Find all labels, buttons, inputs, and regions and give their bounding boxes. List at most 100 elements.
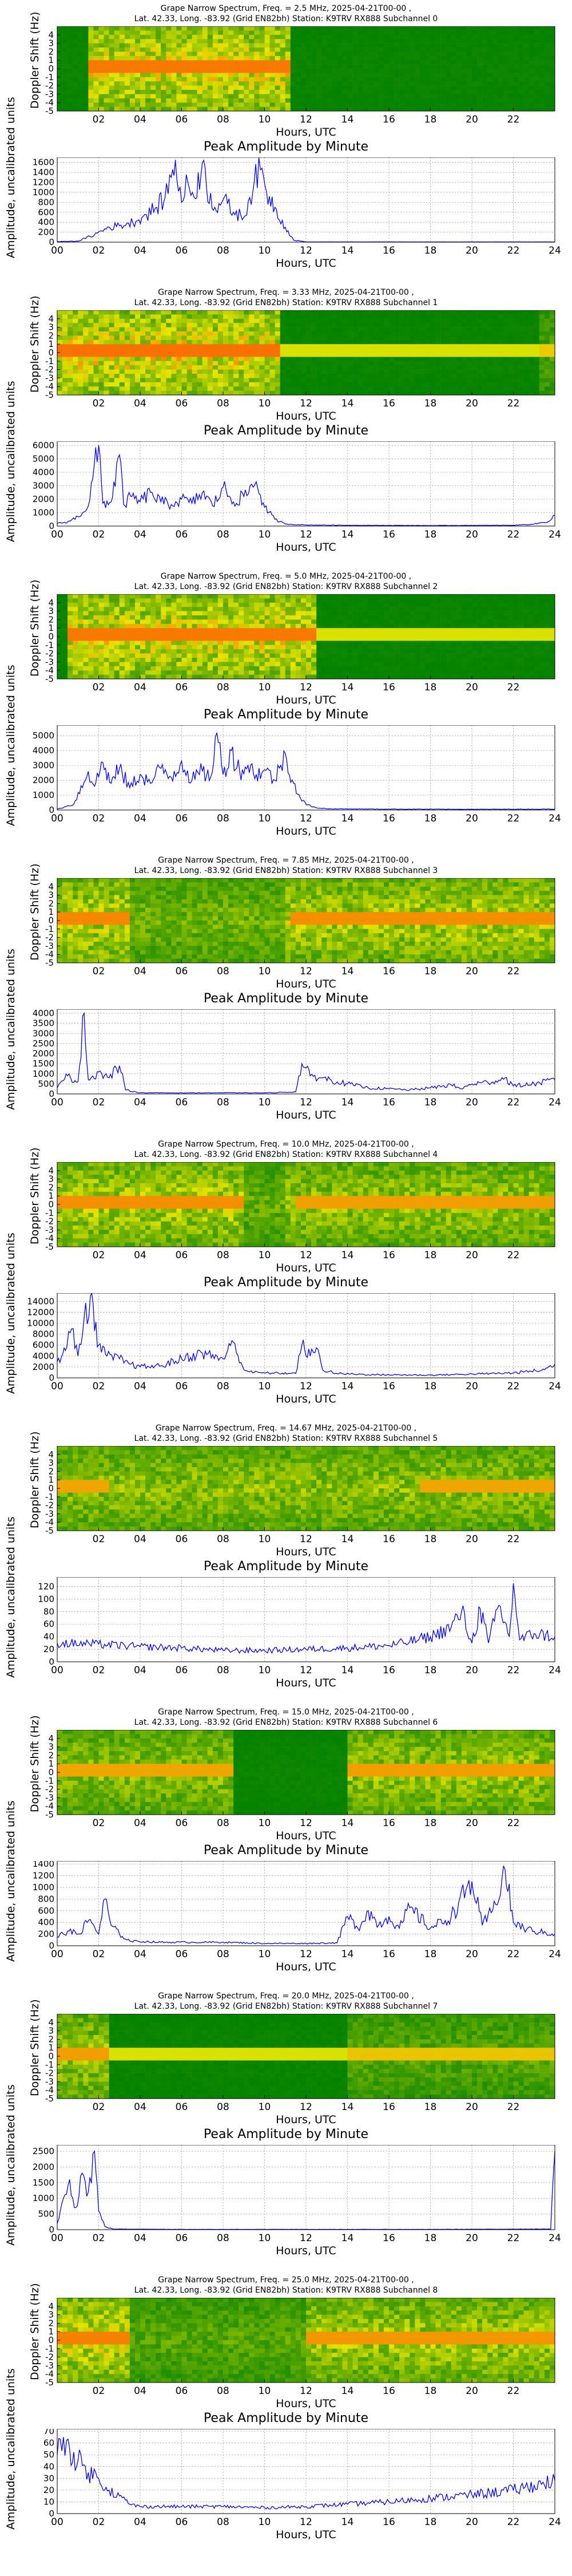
heatmap-cell — [544, 386, 550, 391]
heatmap-cell — [269, 60, 275, 65]
heatmap-cell — [285, 594, 291, 599]
heatmap-cell — [440, 378, 446, 383]
heatmap-cell — [378, 318, 384, 323]
heatmap-cell — [73, 69, 78, 73]
heatmap-cell — [134, 662, 141, 667]
heatmap-cell — [446, 81, 452, 86]
heatmap-cell — [399, 378, 405, 383]
heatmap-cell — [78, 335, 84, 341]
heatmap-cell — [337, 39, 343, 44]
heatmap-cell — [275, 662, 280, 667]
heatmap-cell — [202, 623, 208, 629]
heatmap-cell — [259, 69, 265, 73]
heatmap-cell — [347, 327, 353, 332]
heatmap-cell — [466, 390, 472, 396]
heatmap-cell — [503, 390, 509, 396]
heatmap-cell — [212, 645, 219, 650]
heatmap-cell — [171, 374, 177, 378]
heatmap-cell — [212, 106, 219, 112]
heatmap-cell — [181, 353, 187, 357]
heatmap-cell — [508, 339, 514, 345]
heatmap-cell — [114, 611, 120, 616]
heatmap-cell — [171, 602, 177, 607]
heatmap-cell — [223, 619, 229, 625]
heatmap-cell — [98, 85, 104, 90]
heatmap-cell — [337, 386, 343, 391]
heatmap-cell — [166, 662, 172, 667]
heatmap-cell — [254, 30, 260, 35]
heatmap-cell — [67, 390, 73, 396]
heatmap-cell — [477, 90, 483, 94]
heatmap-cell — [383, 34, 390, 39]
heatmap-cell — [197, 594, 203, 599]
heatmap-cell — [109, 348, 114, 353]
heatmap-cell — [383, 382, 390, 387]
heatmap-cell — [166, 348, 172, 353]
heatmap-cell — [119, 390, 125, 396]
heatmap-cell — [321, 26, 327, 31]
heatmap-cell — [264, 598, 270, 603]
heatmap-cell — [181, 365, 187, 370]
heatmap-cell — [197, 619, 203, 625]
heatmap-cell — [435, 361, 441, 366]
heatmap-cell — [233, 628, 239, 633]
heatmap-cell — [176, 331, 182, 336]
heatmap-cell — [410, 98, 415, 103]
heatmap-cell — [150, 102, 156, 107]
heatmap-cell — [415, 310, 420, 315]
x-tick-label: 12 — [300, 398, 312, 409]
heatmap-cell — [57, 90, 63, 94]
heatmap-cell — [98, 353, 104, 357]
heatmap-cell — [134, 69, 141, 73]
heatmap-cell — [378, 382, 384, 387]
heatmap-cell — [217, 645, 224, 650]
heatmap-cell — [57, 81, 63, 86]
heatmap-cell — [337, 43, 343, 48]
heatmap-cell — [57, 85, 63, 90]
heatmap-cell — [275, 666, 280, 671]
heatmap-cell — [176, 619, 182, 625]
heatmap-cell — [83, 69, 89, 73]
x-tick-label: 10 — [259, 114, 271, 125]
heatmap-cell — [249, 653, 255, 658]
heatmap-cell — [62, 378, 68, 383]
heatmap-cell — [134, 632, 141, 637]
heatmap-cell — [254, 327, 260, 332]
heatmap-cell — [425, 327, 431, 332]
heatmap-cell — [383, 344, 390, 349]
heatmap-cell — [518, 90, 524, 94]
heatmap-cell — [207, 98, 213, 103]
heatmap-cell — [357, 348, 363, 353]
heatmap-cell — [114, 56, 120, 61]
heatmap-cell — [181, 52, 187, 57]
heatmap-cell — [352, 43, 358, 48]
heatmap-cell — [352, 339, 358, 345]
heatmap-cell — [83, 382, 89, 387]
heatmap-cell — [129, 39, 136, 44]
heatmap-cell — [487, 365, 493, 370]
heatmap-cell — [212, 339, 219, 345]
heatmap-cell — [306, 30, 312, 35]
heatmap-cell — [57, 662, 63, 667]
x-tick-label: 02 — [93, 114, 105, 125]
heatmap-cell — [233, 34, 239, 39]
heatmap-cell — [228, 607, 234, 611]
heatmap-cell — [78, 327, 84, 332]
heatmap-cell — [239, 386, 244, 391]
heatmap-cell — [259, 615, 265, 620]
heatmap-cell — [352, 353, 358, 357]
heatmap-cell — [73, 52, 78, 57]
heatmap-cell — [88, 30, 94, 35]
heatmap-cell — [244, 632, 249, 637]
heatmap-cell — [399, 344, 405, 349]
heatmap-cell — [212, 77, 219, 82]
heatmap-cell — [363, 52, 369, 57]
heatmap-cell — [124, 361, 130, 366]
heatmap-cell — [78, 674, 84, 679]
heatmap-cell — [342, 378, 348, 383]
heatmap-cell — [477, 314, 483, 319]
heatmap-cell — [311, 69, 317, 73]
heatmap-cell — [181, 632, 187, 637]
heatmap-cell — [83, 645, 89, 650]
heatmap-cell — [420, 344, 426, 349]
